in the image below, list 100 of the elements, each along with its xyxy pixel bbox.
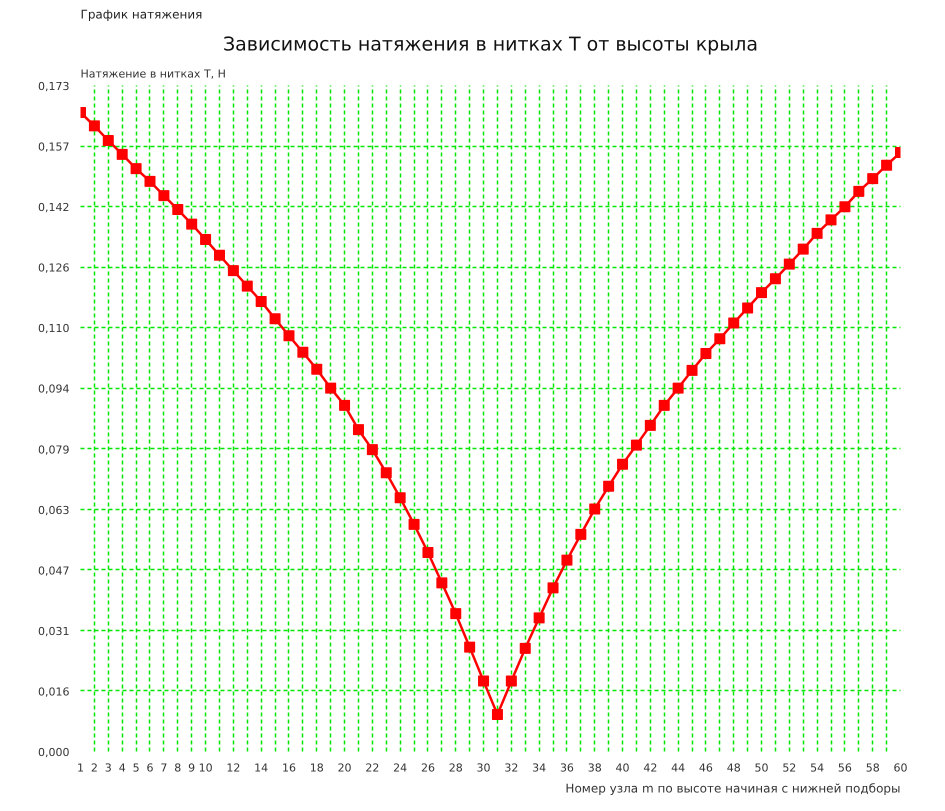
x-tick-label: 56 (838, 762, 852, 774)
y-tick-label: 0,079 (38, 443, 70, 456)
x-tick-label: 24 (393, 762, 408, 774)
x-tick-label: 48 (726, 762, 741, 774)
point (881, 160, 892, 171)
point (700, 348, 712, 359)
x-tick-label: 32 (504, 762, 518, 774)
point (548, 582, 559, 594)
point (339, 400, 350, 411)
x-tick-label: 42 (643, 762, 658, 774)
x-tick-label: 1 (77, 762, 84, 774)
point (603, 480, 614, 492)
point (88, 120, 100, 132)
point (478, 676, 490, 687)
point (770, 273, 781, 284)
point (144, 176, 156, 187)
x-tick-label: 4 (118, 762, 126, 774)
chart-title: Зависимость натяжения в нитках T от высоты крыла (222, 34, 758, 56)
y-tick-label: 0,016 (38, 685, 70, 698)
point (853, 186, 864, 197)
x-tick-label: 2 (90, 762, 98, 774)
point (867, 173, 878, 184)
y-tick-label: 0,031 (38, 624, 70, 638)
x-tick-label: 28 (448, 762, 463, 774)
point (617, 458, 628, 470)
point (200, 234, 212, 245)
point (784, 258, 795, 270)
point (520, 642, 531, 654)
y-tick-label: 0,047 (38, 564, 70, 578)
point (394, 492, 406, 504)
x-tick-label: 44 (671, 762, 686, 774)
x-tick-label: 50 (754, 762, 769, 774)
point (228, 265, 239, 276)
point (158, 190, 170, 202)
point (422, 546, 434, 558)
point (450, 608, 462, 620)
point (658, 400, 670, 411)
point (630, 440, 642, 451)
x-tick-label: 40 (616, 762, 630, 774)
x-tick-label: 18 (310, 762, 324, 774)
point (214, 250, 225, 261)
point (714, 333, 726, 344)
point (380, 467, 392, 478)
point (589, 503, 600, 514)
x-tick-label: 22 (365, 762, 380, 774)
point (561, 554, 572, 566)
x-tick-label: 7 (160, 762, 168, 774)
point (826, 214, 837, 226)
point (311, 364, 322, 375)
point (130, 163, 142, 174)
x-tick-label: 52 (782, 762, 796, 774)
x-tick-label: 54 (810, 762, 824, 774)
point (408, 518, 420, 530)
point (102, 135, 114, 146)
point (534, 612, 545, 624)
point (728, 318, 740, 329)
point (464, 642, 476, 653)
x-tick-label: 6 (146, 762, 154, 774)
y-tick-label: 0,173 (38, 80, 70, 93)
point (283, 330, 294, 342)
point (839, 201, 850, 212)
x-tick-label: 12 (226, 762, 240, 774)
x-tick-label: 26 (420, 762, 435, 774)
y-tick-label: 0,000 (38, 746, 70, 759)
x-tick-label: 9 (188, 762, 196, 774)
point (575, 528, 586, 540)
x-tick-label: 38 (588, 762, 602, 774)
y-tick-label: 0,126 (38, 262, 70, 275)
point (366, 444, 378, 456)
point (242, 280, 253, 292)
text: График натяжения (80, 8, 202, 22)
point (325, 382, 336, 394)
point (436, 577, 448, 588)
x-tick-label: 10 (198, 762, 213, 774)
point (270, 313, 281, 324)
x-tick-label: 46 (698, 762, 713, 774)
y-axis-title: Натяжение в нитках T, Н (80, 68, 226, 80)
point (644, 420, 656, 431)
point (812, 228, 823, 239)
point (672, 382, 684, 394)
x-tick-label: 30 (476, 762, 491, 774)
y-tick-label: 0,063 (38, 504, 70, 517)
point (742, 302, 754, 314)
point (352, 424, 364, 436)
point (256, 296, 267, 307)
x-tick-label: 14 (254, 762, 268, 774)
point (798, 244, 809, 255)
point (116, 148, 128, 160)
x-axis-title: Номер узла m по высоте начиная с нижней подборы (565, 782, 901, 796)
x-tick-label: 5 (132, 762, 140, 774)
y-tick-label: 0,157 (38, 140, 70, 154)
y-tick-label: 0,142 (38, 201, 70, 214)
x-tick-label: 8 (174, 762, 182, 774)
x-tick-label: 16 (282, 762, 296, 774)
x-tick-label: 58 (866, 762, 880, 774)
x-tick-label: 60 (894, 762, 908, 774)
x-tick-label: 36 (560, 762, 574, 774)
y-tick-label: 0,110 (38, 322, 70, 336)
point (756, 287, 768, 298)
point (297, 346, 308, 358)
